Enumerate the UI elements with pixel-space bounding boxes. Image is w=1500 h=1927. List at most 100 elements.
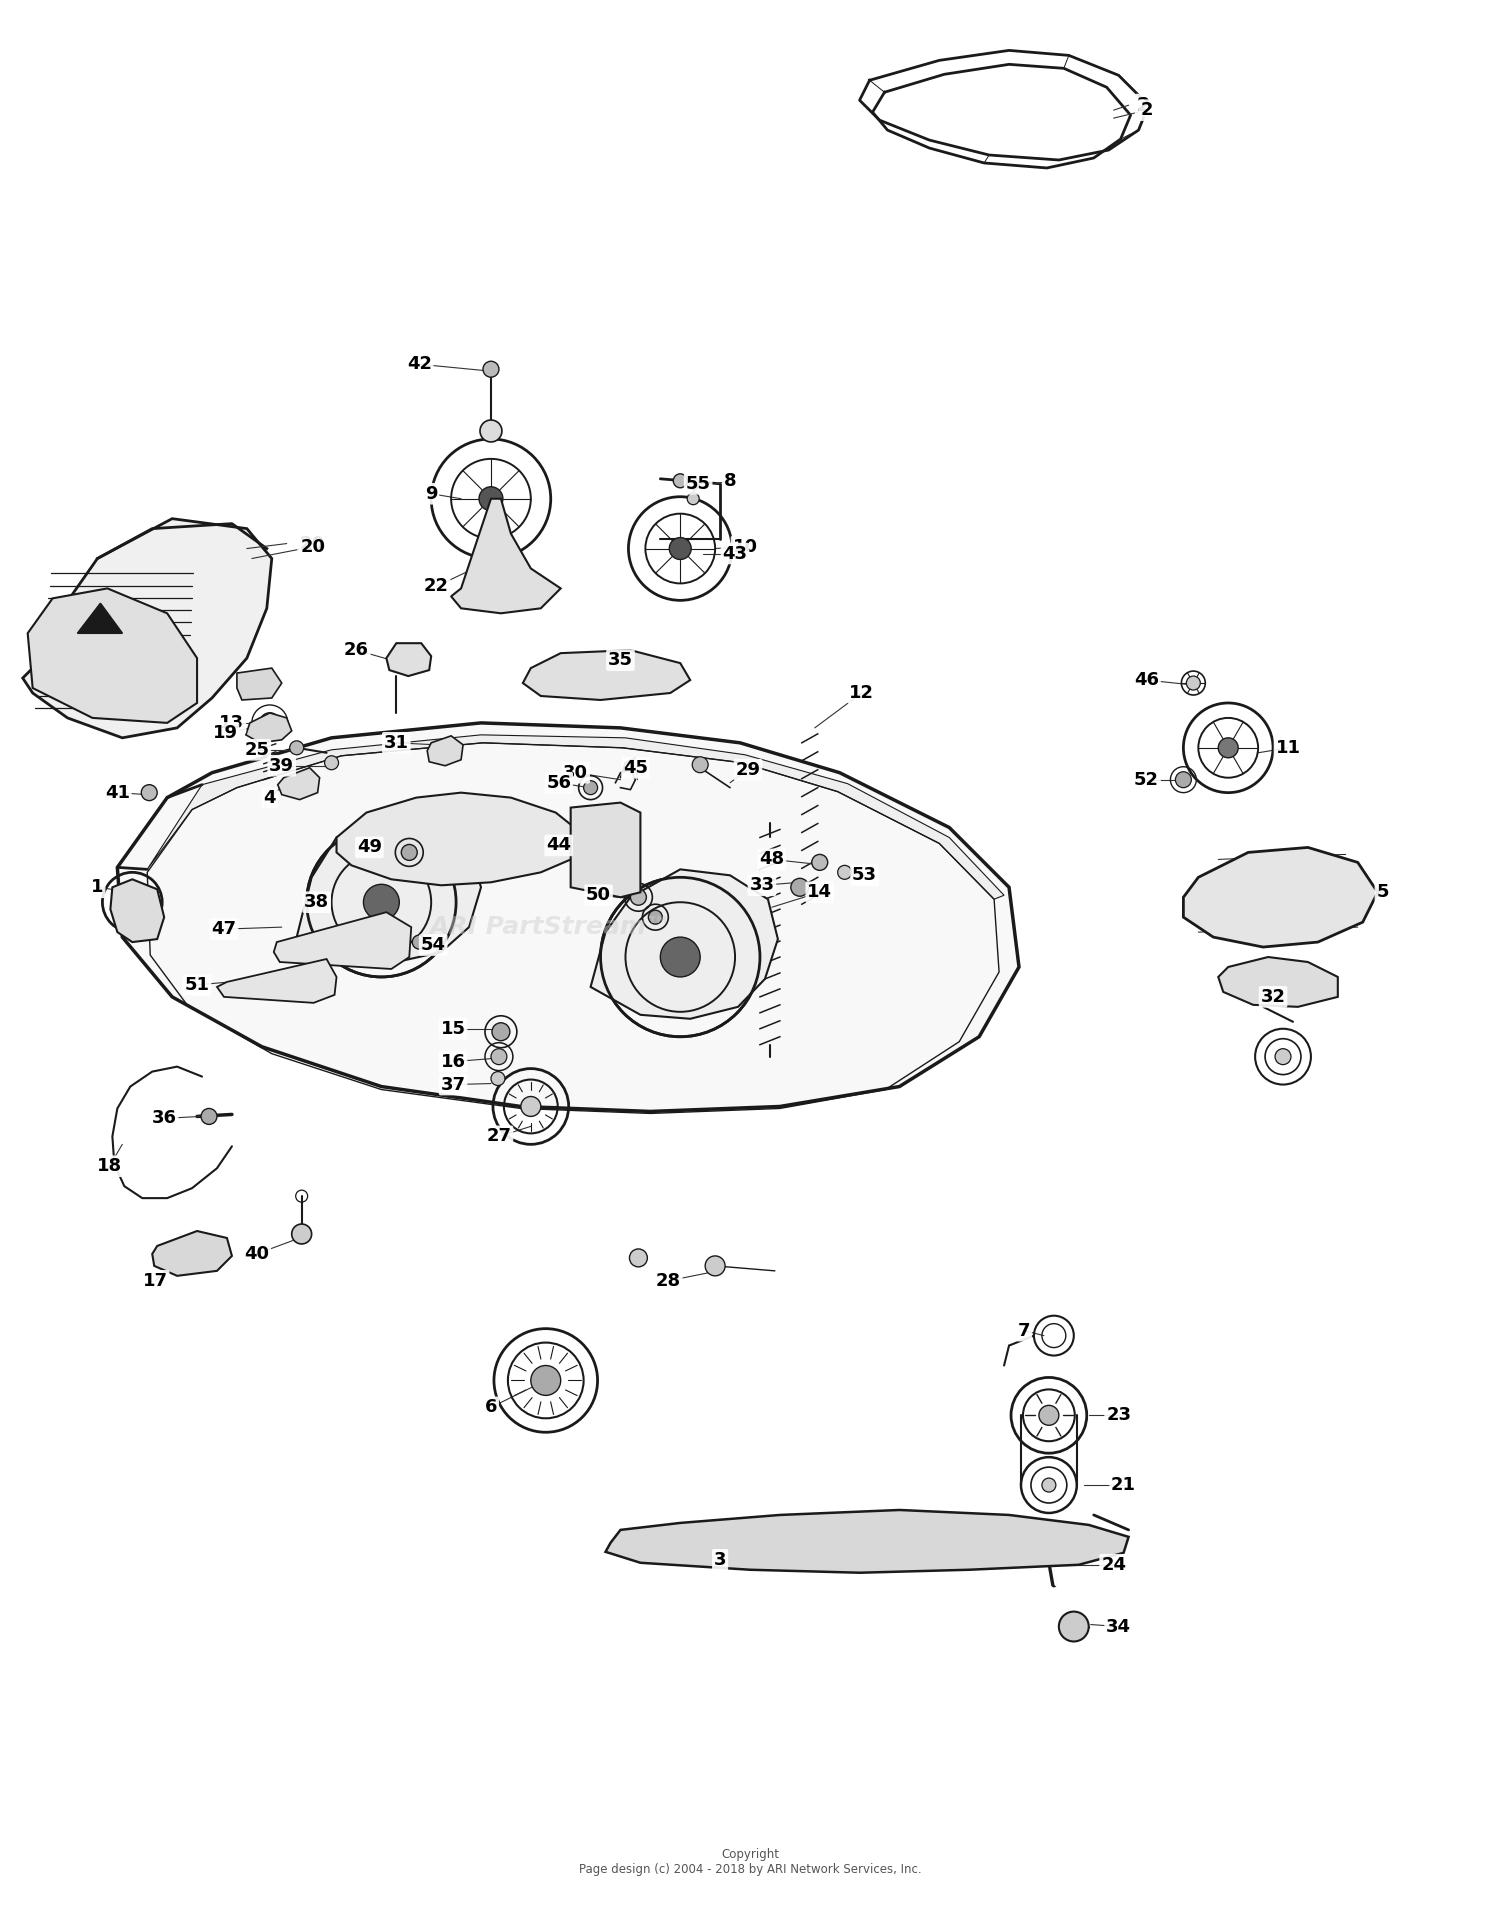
Text: ARI PartStream™: ARI PartStream™ bbox=[430, 915, 672, 938]
Circle shape bbox=[291, 1224, 312, 1245]
Text: 15: 15 bbox=[441, 1019, 465, 1039]
Text: 2: 2 bbox=[1140, 102, 1154, 119]
Circle shape bbox=[705, 1256, 724, 1276]
Text: 5: 5 bbox=[1377, 883, 1389, 902]
Polygon shape bbox=[427, 736, 464, 765]
Circle shape bbox=[660, 937, 700, 977]
Circle shape bbox=[402, 844, 417, 859]
Text: 28: 28 bbox=[656, 1272, 681, 1289]
Circle shape bbox=[674, 474, 687, 488]
Circle shape bbox=[492, 1023, 510, 1041]
Text: 55: 55 bbox=[686, 474, 711, 493]
Text: 50: 50 bbox=[586, 886, 610, 904]
Circle shape bbox=[692, 757, 708, 773]
Circle shape bbox=[584, 780, 597, 794]
Text: 22: 22 bbox=[423, 578, 448, 595]
Text: 44: 44 bbox=[546, 836, 572, 854]
Text: 4: 4 bbox=[264, 788, 276, 807]
Polygon shape bbox=[606, 1511, 1128, 1572]
Circle shape bbox=[478, 488, 502, 511]
Circle shape bbox=[490, 1048, 507, 1064]
Text: 20: 20 bbox=[302, 538, 326, 555]
Text: 31: 31 bbox=[384, 734, 410, 752]
Circle shape bbox=[531, 1366, 561, 1395]
Text: 56: 56 bbox=[546, 773, 572, 792]
Circle shape bbox=[648, 910, 663, 925]
Text: 26: 26 bbox=[344, 642, 369, 659]
Polygon shape bbox=[111, 879, 164, 942]
Polygon shape bbox=[336, 792, 580, 884]
Text: 36: 36 bbox=[152, 1110, 177, 1127]
Polygon shape bbox=[452, 499, 561, 613]
Text: 38: 38 bbox=[304, 894, 328, 911]
Text: 48: 48 bbox=[759, 850, 784, 869]
Text: 13: 13 bbox=[219, 713, 245, 732]
Text: Copyright
Page design (c) 2004 - 2018 by ARI Network Services, Inc.: Copyright Page design (c) 2004 - 2018 by… bbox=[579, 1848, 921, 1875]
Text: 7: 7 bbox=[1017, 1322, 1031, 1339]
Text: 35: 35 bbox=[608, 651, 633, 669]
Circle shape bbox=[324, 755, 339, 769]
Text: 29: 29 bbox=[735, 761, 760, 779]
Circle shape bbox=[812, 854, 828, 871]
Text: 34: 34 bbox=[1106, 1617, 1131, 1636]
Text: 3: 3 bbox=[714, 1551, 726, 1569]
Polygon shape bbox=[27, 588, 196, 723]
Circle shape bbox=[660, 937, 700, 977]
Polygon shape bbox=[217, 960, 336, 1002]
Circle shape bbox=[201, 1108, 217, 1123]
Text: 19: 19 bbox=[213, 725, 237, 742]
Circle shape bbox=[484, 553, 498, 567]
Circle shape bbox=[363, 884, 399, 921]
Circle shape bbox=[363, 884, 399, 921]
Circle shape bbox=[1275, 1048, 1292, 1064]
Text: 21: 21 bbox=[1112, 1476, 1136, 1493]
Text: 42: 42 bbox=[406, 355, 432, 374]
Circle shape bbox=[413, 935, 426, 950]
Text: 20: 20 bbox=[298, 534, 324, 553]
Circle shape bbox=[630, 888, 646, 906]
Circle shape bbox=[597, 840, 613, 856]
Text: 25: 25 bbox=[244, 740, 270, 759]
Polygon shape bbox=[524, 649, 690, 700]
Circle shape bbox=[290, 740, 303, 755]
Text: 18: 18 bbox=[98, 1158, 122, 1175]
Circle shape bbox=[483, 360, 500, 378]
Polygon shape bbox=[147, 734, 1004, 900]
Text: 40: 40 bbox=[244, 1245, 270, 1262]
Circle shape bbox=[1042, 1478, 1056, 1491]
Text: 1: 1 bbox=[92, 879, 104, 896]
Circle shape bbox=[1186, 676, 1200, 690]
Text: 2: 2 bbox=[1137, 96, 1150, 116]
Circle shape bbox=[687, 493, 699, 505]
Circle shape bbox=[837, 865, 852, 879]
Text: 24: 24 bbox=[1101, 1555, 1126, 1574]
Circle shape bbox=[1040, 1405, 1059, 1426]
Polygon shape bbox=[117, 723, 1019, 1112]
Polygon shape bbox=[237, 669, 282, 700]
Polygon shape bbox=[570, 804, 640, 898]
Text: 32: 32 bbox=[1260, 989, 1286, 1006]
Polygon shape bbox=[591, 869, 778, 1019]
Circle shape bbox=[1176, 771, 1191, 788]
Circle shape bbox=[490, 1071, 506, 1085]
Text: 46: 46 bbox=[1134, 671, 1160, 690]
Text: 8: 8 bbox=[724, 472, 736, 489]
Polygon shape bbox=[22, 518, 272, 738]
Text: 52: 52 bbox=[1134, 771, 1160, 788]
Polygon shape bbox=[1184, 848, 1377, 946]
Polygon shape bbox=[78, 603, 123, 634]
Circle shape bbox=[790, 879, 808, 896]
Text: 27: 27 bbox=[486, 1127, 512, 1145]
Text: 11: 11 bbox=[1275, 738, 1300, 757]
Text: 33: 33 bbox=[750, 877, 774, 894]
Text: 45: 45 bbox=[622, 759, 648, 777]
Polygon shape bbox=[274, 911, 411, 969]
Polygon shape bbox=[152, 1231, 232, 1276]
Polygon shape bbox=[387, 644, 430, 676]
Circle shape bbox=[141, 784, 158, 800]
Text: 12: 12 bbox=[849, 684, 874, 701]
Text: 47: 47 bbox=[211, 919, 237, 938]
Text: 10: 10 bbox=[732, 538, 758, 555]
Text: 41: 41 bbox=[105, 784, 130, 802]
Text: 37: 37 bbox=[441, 1075, 465, 1093]
